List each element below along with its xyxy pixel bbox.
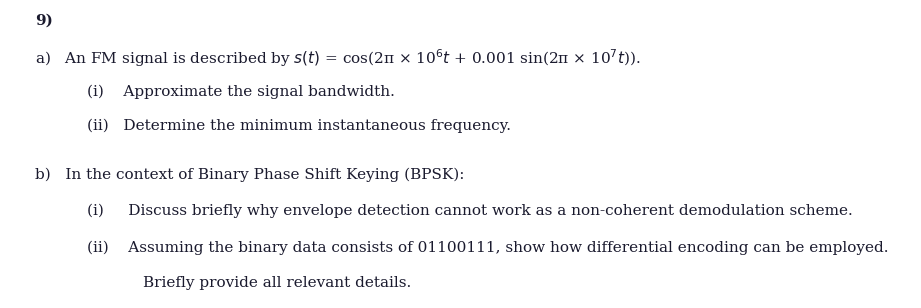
Text: Briefly provide all relevant details.: Briefly provide all relevant details. bbox=[143, 276, 411, 290]
Text: b)   In the context of Binary Phase Shift Keying (BPSK):: b) In the context of Binary Phase Shift … bbox=[35, 168, 464, 182]
Text: (ii)   Determine the minimum instantaneous frequency.: (ii) Determine the minimum instantaneous… bbox=[87, 119, 511, 133]
Text: (ii)    Assuming the binary data consists of 01100111, show how differential enc: (ii) Assuming the binary data consists o… bbox=[87, 240, 889, 255]
Text: 9): 9) bbox=[35, 14, 52, 28]
Text: a)   An FM signal is described by $s(t)$ = cos(2π × 10$^6$$t$ + 0.001 sin(2π × 1: a) An FM signal is described by $s(t)$ =… bbox=[35, 48, 640, 69]
Text: (i)     Discuss briefly why envelope detection cannot work as a non-coherent dem: (i) Discuss briefly why envelope detecti… bbox=[87, 203, 853, 218]
Text: (i)    Approximate the signal bandwidth.: (i) Approximate the signal bandwidth. bbox=[87, 85, 395, 99]
